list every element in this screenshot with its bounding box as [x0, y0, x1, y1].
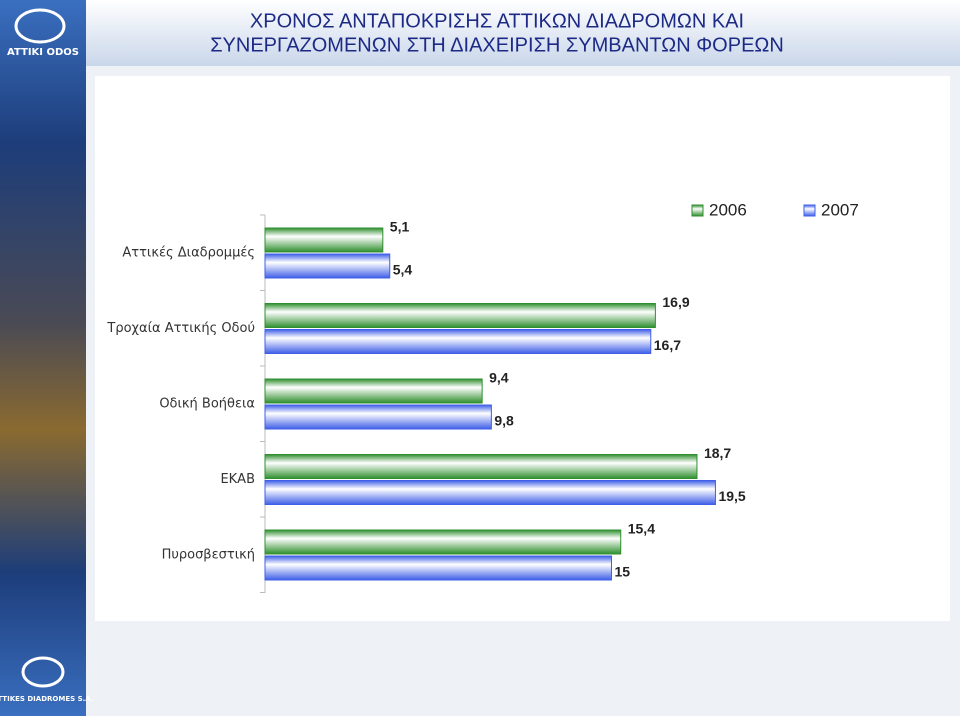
bar — [264, 253, 391, 279]
bar — [264, 529, 622, 555]
category-label: Οδική Βοήθεια — [159, 396, 255, 411]
value-label: 19,5 — [718, 488, 745, 504]
bar — [264, 555, 612, 581]
logo-mark — [21, 656, 65, 688]
bar — [264, 454, 698, 479]
header — [86, 0, 960, 66]
bar — [264, 329, 652, 354]
bar — [264, 303, 656, 328]
chart-title: ΧΡΟΝΟΣ ΑΝΤΑΠΟΚΡΙΣΗΣ ΑΤΤΙΚΩΝ ΔΙΑΔΡΟΜΩΝ ΚΑ… — [250, 10, 744, 32]
value-label: 15 — [615, 564, 631, 580]
chart-title: ΣΥΝΕΡΓΑΖΟΜΕΝΩΝ ΣΤΗ ΔΙΑΧΕΙΡΙΣΗ ΣΥΜΒΑΝΤΩΝ … — [210, 34, 784, 56]
category-label: Πυροσβεστική — [162, 547, 255, 562]
bar — [264, 404, 492, 430]
bar — [264, 480, 716, 505]
category-label: Αττικές Διαδρομμές — [122, 245, 255, 260]
legend-swatch — [803, 204, 816, 217]
bar — [264, 227, 384, 253]
value-label: 5,4 — [393, 262, 413, 278]
value-label: 16,9 — [662, 294, 689, 310]
legend-swatch — [691, 204, 704, 217]
value-label: 16,7 — [654, 337, 681, 353]
bar — [264, 378, 483, 404]
value-label: 5,1 — [390, 219, 410, 235]
value-label: 15,4 — [628, 521, 655, 537]
category-label: Τροχαία Αττικής Οδού — [106, 321, 255, 336]
logo-mark — [14, 8, 66, 44]
legend-label: 2007 — [821, 200, 859, 219]
sidebar — [0, 0, 86, 716]
logo-text: ATTIKI ODOS — [7, 47, 79, 58]
legend-label: 2006 — [709, 200, 747, 219]
category-label: ΕΚΑΒ — [220, 472, 255, 487]
logo-text: ATTIKES DIADROMES S.A. — [0, 695, 94, 703]
value-label: 9,8 — [494, 413, 514, 429]
value-label: 9,4 — [489, 370, 509, 386]
value-label: 18,7 — [704, 445, 731, 461]
